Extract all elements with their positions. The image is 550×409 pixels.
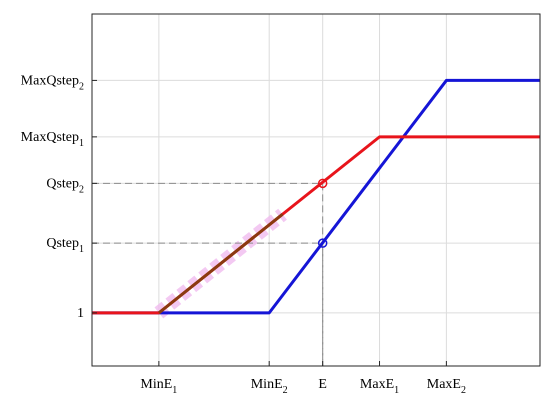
- y-tick-main: MaxQstep: [21, 130, 79, 145]
- point-markers: [317, 178, 328, 248]
- x-tick-main: MinE: [251, 377, 283, 392]
- y-tick-label: MaxQstep1: [21, 130, 84, 149]
- x-tick-main: E: [318, 377, 327, 392]
- data-point-marker: [317, 238, 328, 248]
- y-tick-subscript: 1: [79, 138, 84, 149]
- x-tick-main: MaxE: [427, 377, 461, 392]
- y-tick-main: Qstep: [46, 176, 79, 191]
- y-tick-subscript: 2: [79, 184, 84, 195]
- x-tick-label: MinE2: [251, 377, 288, 396]
- y-tick-label: Qstep1: [46, 236, 84, 255]
- overlap-segment: [157, 213, 284, 315]
- series-lines: [92, 78, 540, 315]
- x-tick-main: MaxE: [360, 377, 394, 392]
- data-point-marker: [317, 178, 328, 189]
- x-tick-label: E: [318, 377, 327, 392]
- y-tick-label: 1: [77, 306, 84, 321]
- x-tick-label: MaxE2: [427, 377, 466, 396]
- x-tick-label: MinE1: [140, 377, 177, 396]
- y-tick-main: Qstep: [46, 236, 79, 251]
- x-tick-subscript: 1: [394, 385, 399, 396]
- x-ticks: MinE1 MinE2 E MaxE1 MaxE2: [140, 361, 466, 396]
- y-tick-label: MaxQstep2: [21, 73, 84, 92]
- x-tick-subscript: 2: [461, 385, 466, 396]
- series-line-2: [92, 78, 540, 315]
- guide-lines: [92, 182, 324, 366]
- x-tick-subscript: 1: [172, 385, 177, 396]
- y-tick-subscript: 2: [79, 81, 84, 92]
- y-tick-main: 1: [77, 306, 84, 321]
- x-tick-main: MinE: [140, 377, 172, 392]
- x-tick-label: MaxE1: [360, 377, 399, 396]
- plot-frame: [91, 13, 541, 367]
- y-tick-label: Qstep2: [46, 176, 84, 195]
- y-tick-main: MaxQstep: [21, 73, 79, 88]
- x-tick-subscript: 2: [283, 385, 288, 396]
- y-tick-subscript: 1: [79, 244, 84, 255]
